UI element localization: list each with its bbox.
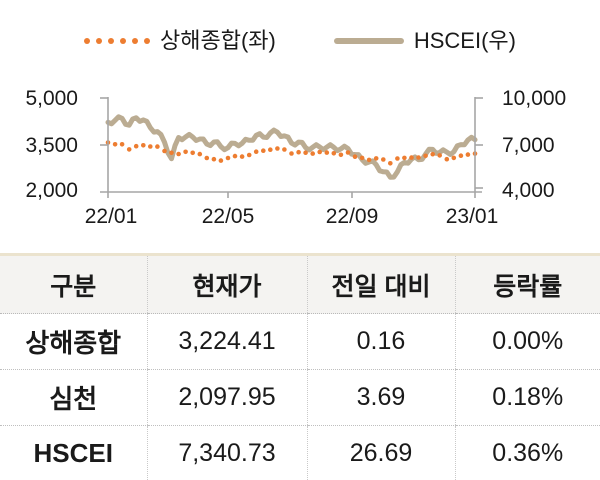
dotted-line-swatch-icon bbox=[84, 38, 150, 44]
shanghai-dot bbox=[261, 148, 266, 153]
shanghai-dot bbox=[317, 149, 323, 155]
x-axis-label: 22/09 bbox=[326, 205, 379, 228]
left-axis-label: 2,000 bbox=[25, 179, 78, 202]
shanghai-dot bbox=[423, 153, 428, 159]
shanghai-dot bbox=[345, 150, 351, 155]
header-change: 전일 대비 bbox=[306, 253, 455, 314]
shanghai-dot bbox=[437, 153, 443, 158]
header-price: 현재가 bbox=[146, 253, 307, 314]
shanghai-dot bbox=[409, 155, 414, 160]
shanghai-dot bbox=[239, 154, 245, 159]
shanghai-dot bbox=[133, 143, 139, 149]
shanghai-dot bbox=[465, 152, 471, 157]
table-row: HSCEI 7,340.73 26.69 0.36% bbox=[0, 425, 600, 480]
shanghai-dot bbox=[338, 152, 344, 158]
shanghai-dot bbox=[416, 155, 421, 160]
shanghai-dot bbox=[197, 151, 203, 157]
right-axis-label: 4,000 bbox=[502, 179, 555, 202]
shanghai-dot bbox=[141, 143, 146, 148]
shanghai-dot bbox=[373, 156, 379, 161]
shanghai-dot bbox=[232, 153, 238, 159]
header-pct: 등락률 bbox=[454, 253, 600, 314]
price-shenzhen: 2,097.95 bbox=[146, 369, 307, 426]
shanghai-dot bbox=[176, 151, 181, 157]
price-shanghai: 3,224.41 bbox=[146, 313, 307, 370]
legend-label-shanghai: 상해종합(좌) bbox=[160, 28, 276, 53]
shanghai-dot bbox=[169, 150, 174, 156]
change-shenzhen: 3.69 bbox=[306, 369, 455, 426]
left-axis-label: 5,000 bbox=[25, 87, 78, 110]
shanghai-dot bbox=[303, 150, 308, 155]
shanghai-dot bbox=[352, 154, 358, 159]
shanghai-dot bbox=[381, 157, 386, 162]
x-axis-label: 22/05 bbox=[202, 205, 255, 228]
pct-shanghai: 0.00% bbox=[454, 313, 600, 370]
header-category: 구분 bbox=[0, 253, 147, 314]
right-axis-label: 10,000 bbox=[502, 87, 566, 110]
shanghai-dot bbox=[444, 156, 450, 162]
solid-line-swatch-icon bbox=[333, 38, 404, 44]
shanghai-dot bbox=[296, 149, 301, 155]
shanghai-dot bbox=[289, 151, 294, 156]
shanghai-dot bbox=[268, 147, 273, 152]
table-row: 심천 2,097.95 3.69 0.18% bbox=[0, 369, 600, 426]
x-axis-label: 23/01 bbox=[446, 205, 499, 228]
shanghai-dot bbox=[253, 149, 259, 154]
right-axis-label: 7,000 bbox=[502, 134, 555, 157]
pct-shenzhen: 0.18% bbox=[454, 369, 600, 426]
shanghai-dot bbox=[458, 153, 464, 158]
shanghai-dot bbox=[366, 157, 372, 163]
shanghai-dot bbox=[190, 150, 195, 156]
shanghai-dot bbox=[324, 150, 330, 155]
row-name-shanghai: 상해종합 bbox=[0, 313, 147, 370]
shanghai-dot bbox=[112, 142, 118, 147]
shanghai-dot bbox=[183, 149, 188, 155]
shanghai-dot bbox=[148, 144, 153, 149]
legend-entry-hscei: HSCEI(우) bbox=[333, 28, 516, 53]
pct-hscei: 0.36% bbox=[454, 425, 600, 480]
quote-table: 구분 현재가 전일 대비 등락률 상해종합 3,224.41 0.16 0.00… bbox=[0, 253, 600, 480]
left-axis-label: 3,500 bbox=[25, 134, 78, 157]
shanghai-dot bbox=[275, 146, 280, 151]
table-row: 상해종합 3,224.41 0.16 0.00% bbox=[0, 313, 600, 370]
change-hscei: 26.69 bbox=[306, 425, 455, 480]
shanghai-dot bbox=[155, 144, 160, 149]
hscei-line bbox=[105, 114, 478, 180]
shanghai-dot bbox=[211, 156, 217, 162]
shanghai-dot bbox=[282, 147, 287, 152]
shanghai-dot bbox=[388, 161, 393, 166]
shanghai-dot bbox=[395, 156, 400, 161]
row-name-hscei: HSCEI bbox=[33, 438, 113, 469]
row-name-shenzhen: 심천 bbox=[0, 369, 147, 426]
shanghai-dot bbox=[359, 155, 365, 161]
shanghai-dot bbox=[310, 151, 316, 156]
shanghai-dot bbox=[218, 158, 224, 163]
chart-legend: 상해종합(좌) HSCEI(우) bbox=[0, 24, 600, 58]
shanghai-dot bbox=[430, 151, 436, 157]
change-shanghai: 0.16 bbox=[306, 313, 455, 370]
legend-label-hscei: HSCEI(우) bbox=[413, 28, 516, 53]
shanghai-dot bbox=[204, 155, 210, 161]
shanghai-dot bbox=[246, 152, 252, 158]
index-line-chart: 5,000 3,500 2,000 10,000 7,000 4,000 22/01 22/0… bbox=[25, 87, 566, 228]
shanghai-dot bbox=[225, 155, 231, 161]
table-header-row: 구분 현재가 전일 대비 등락률 bbox=[0, 253, 600, 314]
shanghai-dot bbox=[119, 142, 125, 147]
price-hscei: 7,340.73 bbox=[146, 425, 307, 480]
shanghai-dot bbox=[126, 147, 132, 152]
x-axis-label: 22/01 bbox=[85, 205, 138, 228]
shanghai-dot bbox=[402, 155, 407, 161]
legend-entry-shanghai: 상해종합(좌) bbox=[84, 30, 276, 52]
shanghai-dot bbox=[162, 148, 167, 154]
shanghai-dot bbox=[331, 151, 337, 156]
shanghai-dot bbox=[451, 155, 457, 161]
